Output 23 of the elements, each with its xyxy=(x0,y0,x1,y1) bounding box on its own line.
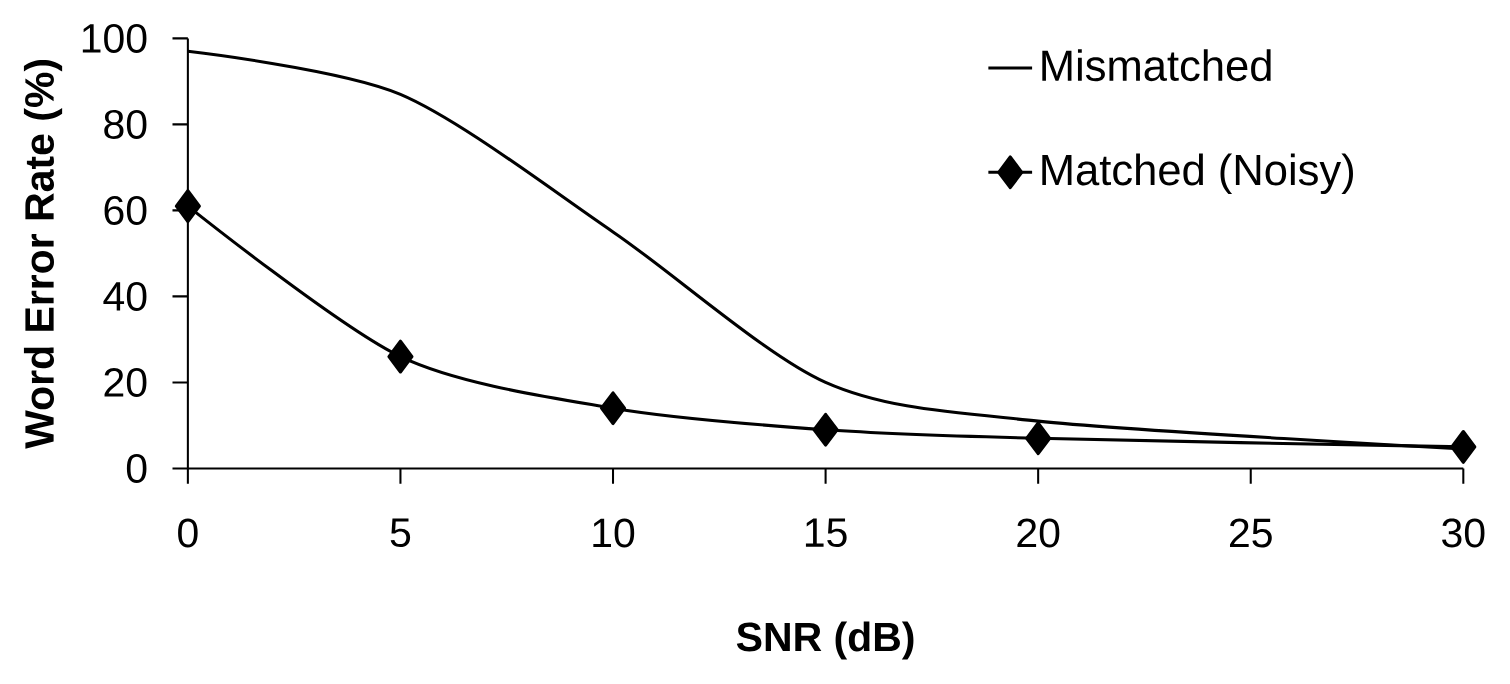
point xyxy=(1450,430,1477,465)
point xyxy=(174,189,201,224)
y-tick-label: 80 xyxy=(104,110,147,140)
y-tick-label: 100 xyxy=(82,24,147,54)
point xyxy=(387,339,414,374)
legend-label: Mismatched xyxy=(1042,49,1271,82)
y-tick-label: 20 xyxy=(104,368,147,398)
y-tick-label: 60 xyxy=(104,196,147,226)
x-axis-title: SNR (dB) xyxy=(736,621,914,660)
point xyxy=(812,413,839,447)
point xyxy=(1025,421,1052,456)
x-tick-label: 20 xyxy=(1017,518,1060,548)
point xyxy=(599,391,627,426)
x-tick-label: 0 xyxy=(178,518,198,548)
x-tick-label: 30 xyxy=(1442,518,1485,548)
x-tick-label: 15 xyxy=(805,518,847,548)
x-tick-label: 10 xyxy=(593,518,635,548)
legend-label: Matched (Noisy) xyxy=(1042,153,1353,195)
y-axis-title: Word Error Rate (%) xyxy=(23,60,63,450)
y-tick-label: 0 xyxy=(126,454,147,484)
x-tick-label: 25 xyxy=(1229,518,1272,548)
x-tick-label: 5 xyxy=(390,518,411,548)
y-tick-label: 40 xyxy=(103,282,147,312)
